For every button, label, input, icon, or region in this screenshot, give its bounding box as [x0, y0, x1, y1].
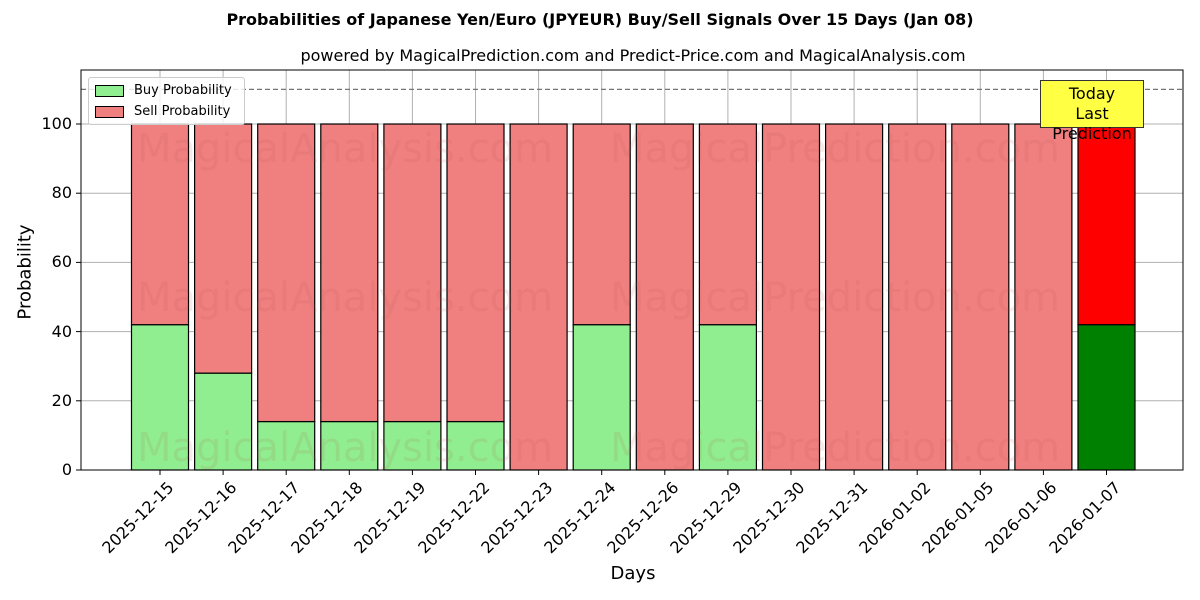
annotation-line2: Last Prediction — [1052, 104, 1132, 143]
today-annotation: Today Last Prediction — [1040, 80, 1144, 143]
y-tick-label: 40 — [51, 321, 72, 341]
legend-sell-label: Sell Probability — [134, 104, 231, 119]
svg-text:MagicalPrediction.com: MagicalPrediction.com — [610, 126, 1060, 172]
legend: Buy Probability Sell Probability — [88, 77, 245, 125]
legend-buy-label: Buy Probability — [134, 83, 232, 98]
sell-swatch — [95, 105, 124, 118]
y-tick-label: 60 — [51, 252, 72, 272]
svg-text:MagicalAnalysis.com: MagicalAnalysis.com — [137, 425, 553, 471]
chart-title: Probabilities of Japanese Yen/Euro (JPYE… — [226, 10, 974, 29]
y-tick-label: 0 — [61, 460, 72, 479]
legend-item-buy: Buy Probability — [95, 83, 232, 98]
chart-subtitle: powered by MagicalPrediction.com and Pre… — [300, 46, 966, 65]
svg-text:MagicalPrediction.com: MagicalPrediction.com — [610, 425, 1060, 471]
y-tick-label: 20 — [51, 390, 72, 410]
legend-item-sell: Sell Probability — [95, 104, 230, 119]
x-axis-label: Days — [610, 563, 656, 584]
svg-text:MagicalPrediction.com: MagicalPrediction.com — [610, 275, 1060, 321]
annotation-line1: Today — [1068, 84, 1116, 103]
y-tick-label: 80 — [51, 183, 72, 203]
svg-text:MagicalAnalysis.com: MagicalAnalysis.com — [137, 126, 553, 172]
svg-text:MagicalAnalysis.com: MagicalAnalysis.com — [137, 275, 553, 321]
buy-swatch — [95, 84, 124, 97]
y-tick-label: 100 — [41, 114, 72, 133]
